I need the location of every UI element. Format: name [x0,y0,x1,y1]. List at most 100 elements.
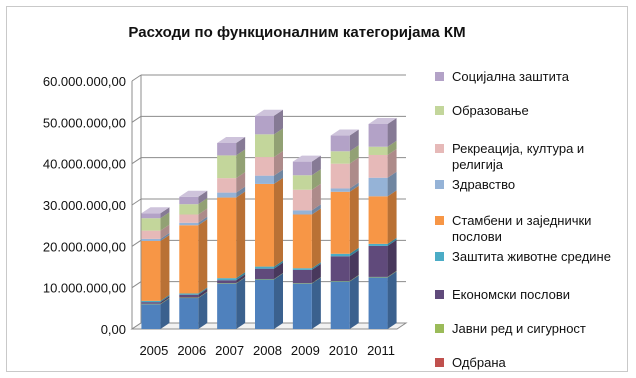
y-tick-label: 50.000.000,00 [43,115,126,130]
bar-segment-side [387,171,397,197]
legend-label: Рекреација, култура и религија [452,141,585,172]
bar-segment [217,283,237,329]
bar-top [141,207,170,214]
bar-segment [368,177,388,197]
bar-segment-side [274,151,283,176]
x-tick-label: 2011 [367,343,395,358]
gridline-side [131,115,142,123]
bar-segment-side [311,183,321,211]
bar-segment [292,283,312,329]
legend-item: Стамбени и заједнички послови [435,213,632,245]
gridline-side [131,74,142,82]
legend-item: Образовање [435,103,632,119]
bar-segment-side [387,190,397,244]
bar-segment-side [198,190,208,205]
bar-segment-side [236,191,246,279]
bar-segment [368,123,388,147]
bar-segment-side [349,145,359,164]
bar-segment [330,151,350,164]
bar-segment-side [387,140,397,155]
bar-segment-side [274,109,283,135]
bar-segment [330,188,350,192]
gridline-side [131,281,142,289]
bar-segment [217,155,237,179]
bar-segment-side [236,172,246,193]
bar-segment-side [160,297,170,305]
bar-segment-side [198,208,208,223]
bar-segment [217,143,237,156]
x-tick-label: 2010 [329,343,358,358]
legend-label: Образовање [452,103,529,118]
bar-segment-side [236,137,246,156]
bar-segment [255,134,274,158]
legend-swatch [435,180,444,189]
bar-segment-side [236,149,246,179]
bar-segment [255,278,274,280]
legend-label: Економски послови [452,287,571,302]
bar-segment-side [160,296,170,304]
legend-item: Одбрана [435,355,632,371]
bar-segment-side [236,272,246,281]
bar-segment [217,278,237,281]
bar-segment [141,240,161,301]
gridline-side [131,157,142,165]
bar-segment [292,214,312,269]
bar-segment-side [311,263,321,284]
bar-segment [141,238,161,241]
bar-segment [217,280,237,284]
bar-segment-side [236,277,246,284]
bar-segment-side [160,224,170,239]
legend-label: Јавни ред и сигурност [452,321,586,336]
bar-segment-side [349,129,359,152]
bar-segment-side [311,155,321,176]
bar-segment-side [160,207,170,219]
bar-segment-side [311,262,321,270]
bar-segment-side [274,169,283,184]
legend-item: Економски послови [435,287,632,303]
bar-segment [368,154,388,178]
bar-segment [330,163,350,189]
bar-segment [141,304,161,329]
bar-segment [179,196,199,205]
bar-segment-side [387,117,397,147]
bar-top [255,109,283,116]
legend-item: Јавни ред и сигурност [435,321,632,337]
bar-top [179,190,208,197]
bar-segment-side [160,294,170,303]
bar-top [330,129,359,136]
legend-swatch [435,324,444,333]
legend-item: Рекреација, култура и религија [435,141,632,173]
bar-segment [255,183,274,267]
bar-segment-side [349,275,359,282]
legend-swatch [435,106,444,115]
legend-swatch [435,144,444,153]
x-tick-label: 2006 [177,343,206,358]
stacked-bar-chart: Расходи по функционалним категоријама КМ… [43,24,466,358]
bar-segment [330,281,350,329]
y-tick-label: 30.000.000,00 [43,198,126,213]
bar-segment [179,293,199,295]
bar-segment [292,269,312,284]
bar-segment [141,300,161,303]
bar-segment-side [274,260,283,269]
bar-segment-side [349,182,359,192]
legend-label: Одбрана [452,355,506,370]
bar-segment-side [160,234,170,301]
chart-title: Расходи по функционалним категоријама КМ [128,24,465,41]
bar-segment [179,225,199,294]
legend-label: Заштита животне средине [452,249,611,264]
bar-segment [141,303,161,305]
legend-item: Здравство [435,177,632,193]
y-tick-label: 0,00 [101,322,126,337]
bar-segment-side [160,212,170,231]
bar-segment-side [349,185,359,254]
bar-segment-side [274,128,283,158]
bar-segment [330,281,350,282]
chart-frame: Расходи по функционалним категоријама КМ… [6,6,628,372]
gridline-side [131,239,142,247]
gridline-side [131,198,142,206]
bar-segment [179,297,199,299]
bar-segment [368,277,388,329]
bar-segment-side [387,271,397,329]
bar-segment-side [198,219,208,294]
